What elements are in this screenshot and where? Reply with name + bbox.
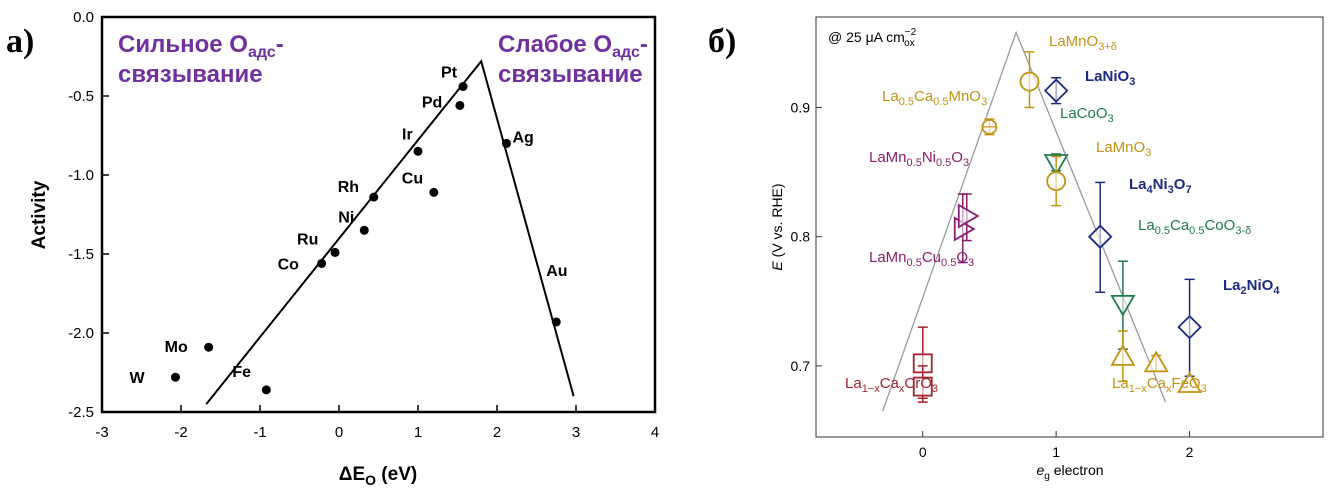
data-point-diamond — [1087, 181, 1113, 294]
point-label-ag: Ag — [512, 129, 533, 146]
data-point-triangle-up — [1177, 371, 1203, 393]
point-label-au: Au — [546, 263, 567, 280]
chart-a-points: Pt Pd Ir Ag Cu Rh Ni Ru Co Au Mo W Fe — [129, 65, 568, 395]
data-point-mo — [204, 342, 214, 352]
y-tick-label: 0.9 — [791, 99, 811, 115]
point-label-ru: Ru — [297, 231, 318, 248]
annotation-strong-binding-line2: связывание — [118, 61, 263, 88]
y-tick-label: -1.0 — [68, 167, 94, 184]
x-tick-label: 2 — [1186, 444, 1194, 460]
x-tick-label: -2 — [174, 424, 187, 441]
chart-a-xlabel: ΔEO (eV) — [339, 464, 417, 488]
data-point-pt — [458, 82, 468, 92]
chart-b-points — [912, 51, 1203, 403]
data-point-ni — [359, 225, 369, 235]
data-point-circle-cross — [981, 118, 998, 136]
chart-a-volcano-lines — [205, 59, 575, 405]
y-tick-label: 0.8 — [791, 229, 811, 245]
data-point-triangle-up — [1143, 350, 1169, 373]
panel-b-label: б) — [708, 23, 736, 60]
data-point-triangle-right — [957, 193, 980, 242]
label-lamn05cu05o3: LaMn0.5Cu0.5O3 — [869, 249, 974, 269]
y-tick-label: -2.5 — [68, 404, 94, 421]
panel-a-label: а) — [6, 23, 34, 60]
y-tick-label: -0.5 — [68, 88, 94, 105]
data-point-co — [317, 258, 327, 268]
point-label-mo: Mo — [165, 339, 188, 356]
point-label-rh: Rh — [338, 179, 359, 196]
x-tick-label: 2 — [493, 424, 501, 441]
point-label-ni: Ni — [338, 209, 354, 226]
x-tick-label: -3 — [95, 424, 108, 441]
chart-b-current-density: @ 25 μA cm−2 ox — [828, 27, 917, 49]
label-la05ca05mno3: La0.5Ca0.5MnO3 — [882, 88, 987, 108]
chart-b-tick-labels: 0 1 2 0.7 0.8 0.9 — [791, 99, 1194, 460]
chart-a-ylabel: Activity — [29, 180, 50, 249]
point-label-pd: Pd — [422, 94, 442, 111]
label-lamno3: LaMnO3 — [1096, 139, 1151, 159]
data-point-w — [170, 372, 180, 382]
x-tick-label: -1 — [253, 424, 266, 441]
data-point-ag — [501, 138, 511, 148]
x-tick-label: 1 — [1052, 444, 1060, 460]
y-tick-label: -2.0 — [68, 325, 94, 342]
chart-b-ylabel: E (V vs. RHE) — [769, 183, 785, 270]
data-point-circle — [1019, 51, 1040, 109]
chart-b-ticks — [816, 106, 1191, 437]
data-point-diamond — [1043, 76, 1069, 105]
label-la4ni3o7: La4Ni3O7 — [1129, 176, 1192, 196]
chart-a-ticks — [101, 16, 656, 413]
data-point-pd — [455, 100, 465, 110]
data-point-diamond — [1177, 278, 1202, 378]
label-la1xcaxfeo3: La1−xCaxFeO3 — [1112, 375, 1207, 395]
x-tick-label: 4 — [651, 424, 659, 441]
label-la1xcaxcro3: La1−xCaxCrO3 — [845, 375, 938, 395]
chart-a: а) -3 -2 -1 0 1 2 3 4 0.0 -0.5 -1.0 -1.5 -2.0 -2.5 Pt… — [6, 9, 659, 488]
annotation-weak-binding-line2: связывание — [498, 61, 643, 88]
data-point-ir — [413, 146, 423, 156]
data-point-circle — [1046, 155, 1067, 207]
chart-a-frame — [100, 15, 657, 414]
point-label-w: W — [129, 370, 145, 387]
y-tick-label: 0.7 — [791, 358, 811, 374]
trend-line — [882, 30, 1167, 412]
label-lamn05ni05o3: LaMn0.5Ni0.5O3 — [869, 149, 969, 169]
label-lanio3: LaNiO3 — [1085, 68, 1135, 88]
x-tick-label: 0 — [335, 424, 343, 441]
point-label-fe: Fe — [232, 364, 251, 381]
data-point-rh — [369, 192, 379, 202]
x-tick-label: 3 — [572, 424, 580, 441]
chart-b-xlabel: eg electron — [1036, 462, 1103, 482]
data-point-au — [551, 317, 561, 327]
label-la2nio4: La2NiO4 — [1223, 277, 1280, 297]
chart-b-trend-line — [882, 30, 1167, 412]
point-label-ir: Ir — [402, 126, 413, 143]
x-tick-label: 0 — [919, 444, 927, 460]
data-point-ru — [330, 247, 340, 257]
x-tick-label: 1 — [414, 424, 422, 441]
volcano-line — [205, 59, 575, 405]
data-point-triangle-up — [1110, 330, 1136, 383]
y-tick-label: 0.0 — [73, 9, 94, 26]
point-label-cu: Cu — [402, 170, 423, 187]
point-label-co: Co — [278, 256, 300, 273]
label-la05ca05coo3: La0.5Ca0.5CoO3-δ — [1138, 217, 1251, 237]
chart-a-tick-labels: -3 -2 -1 0 1 2 3 4 0.0 -0.5 -1.0 -1.5 -2.0 -2.5 — [68, 9, 659, 441]
data-point-cu — [429, 187, 439, 197]
point-label-pt: Pt — [441, 65, 458, 82]
chart-b: б) @ 25 μA cm−2 ox 0 1 20.70.80.9 LaMnO3+δ … — [708, 16, 1324, 482]
annotation-weak-binding-line1: Слабое Оадс- — [498, 31, 648, 61]
chart-b-frame — [815, 16, 1324, 438]
data-point-square — [912, 365, 933, 403]
data-point-fe — [261, 385, 271, 395]
annotation-strong-binding-line1: Сильное Оадс- — [118, 31, 284, 61]
y-tick-label: -1.5 — [68, 246, 94, 263]
label-lacoo3: LaCoO3 — [1060, 105, 1114, 125]
label-lamno3-delta: LaMnO3+δ — [1049, 33, 1117, 53]
